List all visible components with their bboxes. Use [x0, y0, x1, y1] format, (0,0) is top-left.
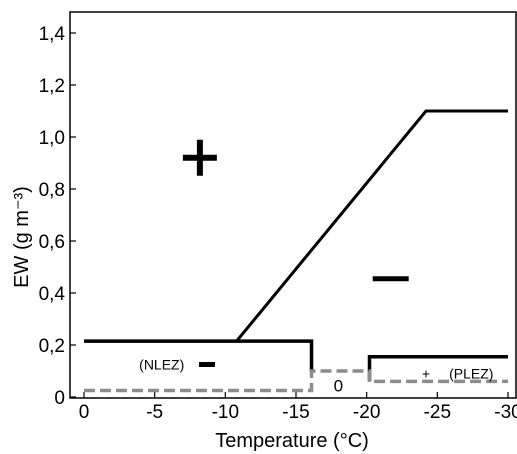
annotation-label: (NLEZ) — [139, 357, 184, 373]
x-tick-label: -25 — [424, 402, 451, 423]
x-tick-label: -30 — [494, 402, 517, 423]
y-axis-label: EW (g m⁻³) — [11, 186, 33, 288]
annotation-label: + — [422, 366, 430, 382]
series-line-1 — [84, 109, 508, 343]
series-line-4 — [84, 369, 508, 393]
series-group — [84, 109, 508, 393]
y-tick-label: 0,6 — [39, 232, 65, 253]
x-axis-label: Temperature (°C) — [215, 430, 369, 452]
x-tick-label: -15 — [282, 402, 309, 423]
y-tick-label: 1,2 — [39, 76, 65, 97]
x-tick-label: -10 — [212, 402, 239, 423]
annotation-label: (PLEZ) — [449, 366, 493, 382]
x-axis: 0 -5 -10 -15 -20 -25 -30 — [79, 392, 517, 423]
y-tick-label: 0,4 — [39, 284, 66, 305]
plot-frame — [69, 11, 517, 399]
x-tick-label: -20 — [353, 402, 380, 423]
y-tick-label: 0,8 — [39, 180, 65, 201]
y-axis: 0 0,2 0,4 0,6 0,8 1,0 1,2 1,4 — [39, 24, 76, 409]
y-tick-label: 1,4 — [39, 24, 66, 45]
series-line-2 — [84, 339, 314, 371]
y-tick-label: 0,2 — [39, 336, 65, 357]
x-tick-label: -5 — [146, 402, 163, 423]
y-tick-label: 1,0 — [39, 128, 65, 149]
x-tick-label: 0 — [79, 402, 90, 423]
y-tick-label: 0 — [54, 388, 65, 409]
annotation-label: 0 — [334, 376, 343, 395]
annotations: (NLEZ) 0 + (PLEZ) — [139, 139, 493, 395]
